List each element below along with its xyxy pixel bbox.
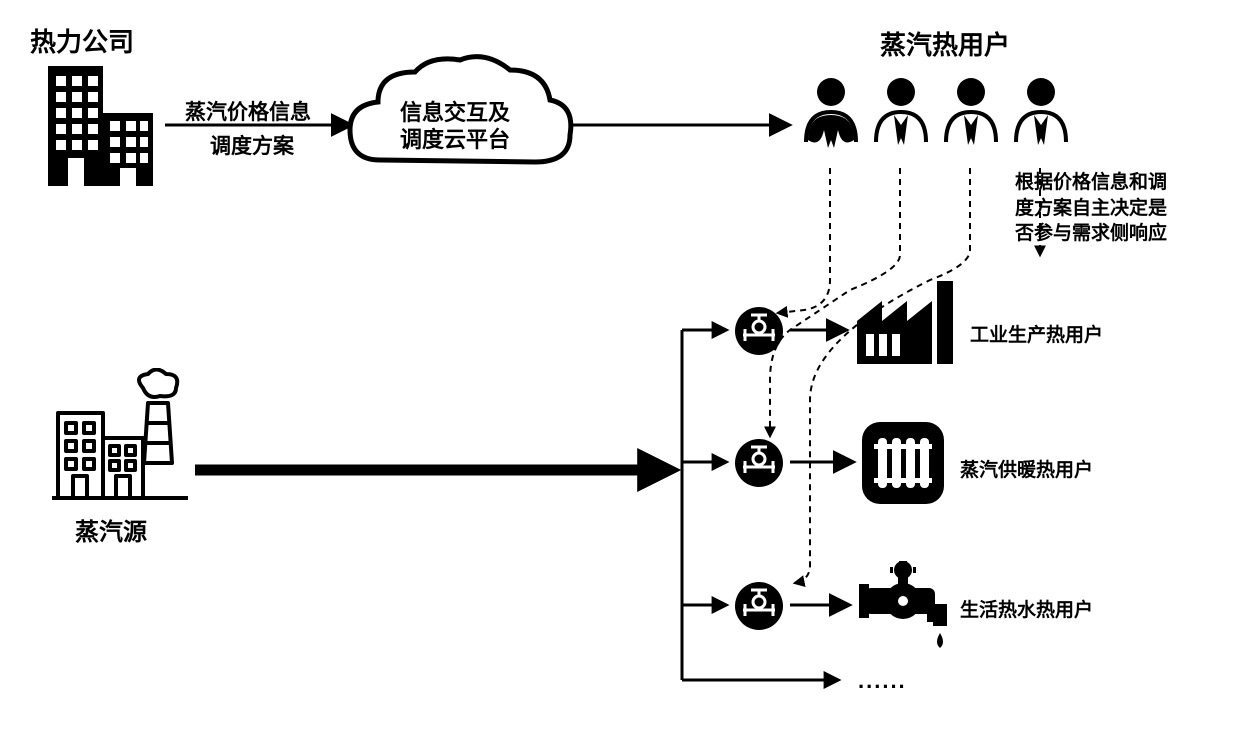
decision-l1: 根据价格信息和调: [1015, 172, 1167, 193]
ellipsis-label: ......: [858, 668, 907, 694]
valve-node-2: [733, 437, 785, 494]
valve-node-3: [733, 580, 785, 637]
hotwater-user-label: 生活热水热用户: [960, 595, 1093, 622]
heating-user-label: 蒸汽供暖热用户: [960, 455, 1093, 482]
steam-source-icon: [48, 368, 198, 513]
cloud-text-line2: 调度云平台: [400, 122, 510, 154]
factory-icon: [852, 276, 960, 373]
decision-l2: 度方案自主决定是: [1015, 198, 1167, 219]
industrial-user-label: 工业生产热用户: [970, 320, 1103, 347]
building-icon: [40, 58, 165, 198]
price-info-line1: 蒸汽价格信息: [185, 96, 311, 126]
diagram-canvas: 热力公司 蒸汽热用户 蒸汽价格信息 调度方案 信息交互及 调度云平台 根据价格信…: [0, 0, 1240, 731]
dashed-user3: [795, 168, 970, 583]
price-info-line2: 调度方案: [210, 130, 294, 160]
valve-node-1: [733, 305, 785, 362]
steam-users-title: 蒸汽热用户: [880, 25, 1010, 62]
steam-source-label: 蒸汽源: [75, 512, 147, 547]
decision-l3: 否参与需求侧响应: [1015, 223, 1167, 244]
user-icon-2: [870, 70, 932, 170]
heat-company-title: 热力公司: [30, 22, 134, 59]
user-icon-4: [1010, 70, 1072, 170]
user-icon-3: [940, 70, 1002, 170]
user-icon-1: [800, 70, 862, 170]
dashed-user1: [778, 168, 830, 313]
faucet-icon: [855, 558, 955, 658]
radiator-icon: [860, 420, 946, 511]
decision-text: 根据价格信息和调 度方案自主决定是 否参与需求侧响应: [1015, 170, 1215, 247]
